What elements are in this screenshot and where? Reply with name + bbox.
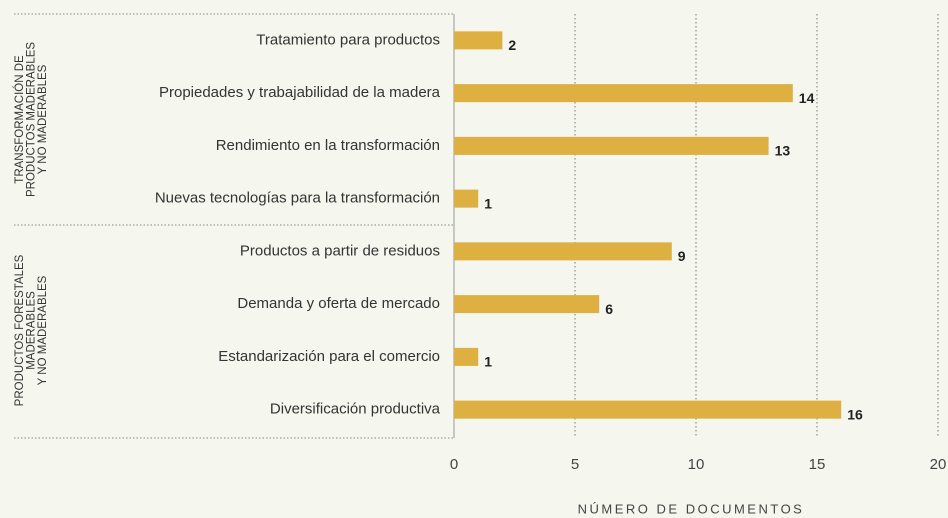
category-label: Propiedades y trabajabilidad de la mader… — [159, 84, 441, 101]
value-label: 6 — [605, 301, 613, 317]
x-tick-label: 0 — [450, 456, 458, 473]
group-label: TRANSFORMACIÓN DE — [13, 55, 26, 184]
bar — [454, 31, 503, 50]
x-tick-label: 15 — [809, 456, 826, 473]
category-label: Rendimiento en la transformación — [216, 137, 440, 154]
value-label: 1 — [484, 195, 492, 211]
value-label: 13 — [775, 143, 791, 159]
value-label: 14 — [799, 90, 815, 106]
x-tick-label: 20 — [930, 456, 947, 473]
group-label: MADERABLES — [26, 291, 38, 370]
bar — [454, 136, 769, 155]
category-label: Estandarización para el comercio — [218, 348, 440, 365]
group-label: Y NO MADERABLES — [37, 64, 49, 174]
bar — [454, 189, 479, 208]
group-label: Y NO MADERABLES — [37, 275, 49, 385]
category-label: Demanda y oferta de mercado — [237, 295, 440, 312]
x-axis-label: NÚMERO DE DOCUMENTOS — [578, 501, 805, 516]
bar — [454, 242, 672, 261]
category-label: Nuevas tecnologías para la transformació… — [155, 190, 440, 207]
bar — [454, 347, 479, 366]
value-label: 1 — [484, 354, 492, 370]
category-label: Productos a partir de residuos — [240, 242, 440, 259]
value-label: 16 — [847, 406, 863, 422]
category-label: Tratamiento para productos — [256, 31, 440, 48]
bar — [454, 400, 842, 419]
x-tick-label: 5 — [571, 456, 579, 473]
category-label: Diversificación productiva — [270, 401, 441, 418]
group-label: PRODUCTOS FORESTALES — [14, 254, 26, 406]
group-label: PRODUCTOS MADERABLES — [26, 42, 38, 197]
x-tick-label: 10 — [688, 456, 705, 473]
bar — [454, 295, 600, 314]
value-label: 2 — [508, 37, 516, 53]
value-label: 9 — [678, 248, 686, 264]
bar — [454, 84, 793, 103]
